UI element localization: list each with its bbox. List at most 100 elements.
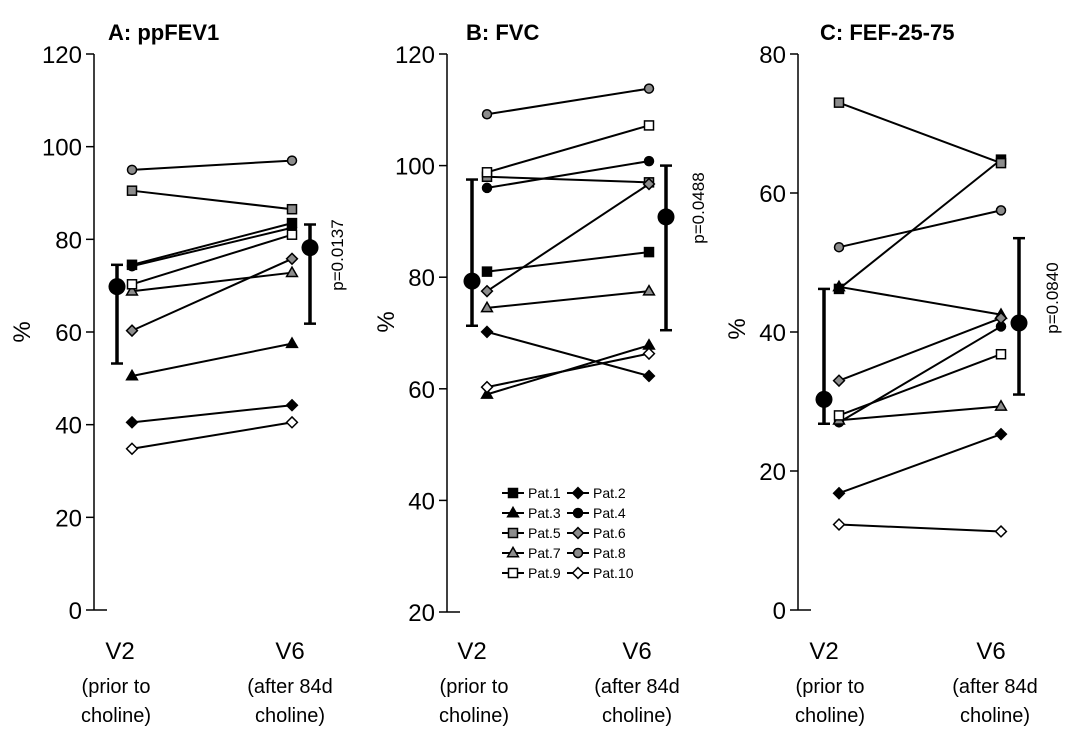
- legend-label: Pat.1: [528, 485, 561, 501]
- point-pat8-v6: [643, 83, 655, 94]
- legend-label: Pat.10: [593, 565, 634, 581]
- x-category-label: V6: [275, 638, 304, 665]
- y-tick-label: 80: [408, 265, 435, 292]
- series-line-pat7: [131, 271, 293, 293]
- series-line-pat6: [486, 183, 650, 292]
- point-pat3-v2: [832, 279, 846, 292]
- x-category-sublabel: (after 84d: [594, 676, 680, 698]
- series-line-pat10: [486, 352, 650, 389]
- point-pat2-v6: [994, 427, 1008, 441]
- series-line-pat10: [131, 421, 293, 450]
- series-line-pat2: [131, 404, 293, 424]
- p-value-label: p=0.0488: [689, 172, 708, 243]
- summary-markers: [108, 223, 319, 365]
- legend-label: Pat.7: [528, 545, 561, 561]
- legend-item-pat3: Pat.3: [502, 505, 561, 521]
- series-points: [125, 155, 299, 456]
- x-category-sublabel: (prior to: [82, 676, 151, 698]
- series-lines: [838, 101, 1002, 533]
- series-line-pat4: [131, 226, 293, 268]
- point-pat7-v2: [480, 300, 494, 313]
- y-tick-label: 100: [395, 154, 435, 181]
- panel-b: B: FVC% 20 40 60 80 100 120 V2 (prior to choline)…: [373, 20, 708, 727]
- point-pat5-v6: [286, 203, 298, 215]
- series-line-pat9: [838, 353, 1002, 417]
- x-category-sublabel: choline): [602, 705, 672, 727]
- series-line-pat3: [838, 285, 1002, 316]
- series-line-pat9: [486, 124, 650, 174]
- series-line-pat2: [486, 330, 650, 377]
- x-category-sublabel: choline): [795, 705, 865, 727]
- series-lines: [131, 159, 293, 450]
- x-category-sublabel: choline): [439, 705, 509, 727]
- point-pat2-v2: [125, 415, 139, 429]
- point-pat8-v2: [833, 241, 845, 253]
- legend-swatch-marker: [506, 545, 520, 558]
- legend-item-pat2: Pat.2: [567, 485, 626, 501]
- point-pat4-v2: [481, 182, 493, 194]
- panel-title: C: FEF-25-75: [820, 20, 954, 45]
- y-tick-label: 20: [55, 505, 82, 532]
- point-pat2-v6: [642, 369, 656, 383]
- legend-item-pat9: Pat.9: [502, 565, 561, 581]
- summary-mean-point: [301, 239, 319, 257]
- point-pat8-v6: [286, 155, 298, 166]
- x-category-sublabel: (after 84d: [247, 676, 333, 698]
- y-axis-label: %: [9, 321, 36, 342]
- y-tick-label: 60: [408, 377, 435, 404]
- series-line-pat4: [838, 325, 1002, 424]
- point-pat9-v2: [126, 279, 138, 290]
- point-pat10-v6: [642, 347, 656, 361]
- point-pat2-v2: [832, 486, 846, 500]
- legend-label: Pat.9: [528, 565, 561, 581]
- y-tick-label: 80: [55, 227, 82, 254]
- y-tick-label: 40: [408, 488, 435, 515]
- y-tick-label: 120: [42, 42, 82, 69]
- panel-c: C: FEF-25-75% 0 20 40 60 80 V2 (prior to choline…: [724, 20, 1062, 727]
- point-pat1-v2: [481, 266, 493, 277]
- point-pat10-v6: [994, 525, 1008, 538]
- y-tick-label: 20: [408, 600, 435, 627]
- legend-swatch-marker: [572, 547, 584, 559]
- legend-item-pat5: Pat.5: [502, 525, 561, 541]
- series-line-pat6: [838, 317, 1002, 382]
- point-pat7-v6: [994, 399, 1008, 411]
- x-category-sublabel: (prior to: [440, 676, 509, 698]
- p-value-label: p=0.0840: [1043, 262, 1062, 333]
- point-pat1-v6: [643, 246, 655, 258]
- series-line-pat8: [838, 209, 1002, 249]
- series-line-pat1: [131, 222, 293, 266]
- legend: Pat.1 Pat.2 Pat.3 Pat.4 Pat.5 Pat.6 Pat.7 Pat.8…: [502, 485, 634, 581]
- series-line-pat9: [131, 233, 293, 286]
- series-line-pat2: [838, 433, 1002, 495]
- point-pat3-v2: [125, 368, 139, 381]
- point-pat9-v6: [995, 348, 1007, 360]
- legend-item-pat1: Pat.1: [502, 485, 561, 501]
- point-pat4-v2: [126, 260, 138, 272]
- point-pat4-v6: [643, 155, 655, 167]
- point-pat5-v2: [126, 185, 138, 196]
- series-line-pat10: [838, 523, 1002, 533]
- p-value-label: p=0.0137: [328, 219, 347, 290]
- point-pat6-v2: [480, 284, 494, 298]
- series-points: [832, 97, 1008, 538]
- y-tick-label: 0: [69, 598, 82, 625]
- series-lines: [486, 87, 650, 396]
- legend-swatch-marker: [571, 526, 585, 540]
- point-pat10-v6: [285, 415, 299, 429]
- legend-label: Pat.5: [528, 525, 561, 541]
- summary-mean-point: [1010, 314, 1028, 332]
- legend-item-pat4: Pat.4: [567, 505, 626, 521]
- summary-mean-point: [657, 208, 675, 226]
- legend-swatch-marker: [571, 566, 585, 580]
- point-pat8-v6: [995, 205, 1007, 216]
- point-pat6-v2: [832, 374, 846, 388]
- series-line-pat8: [486, 87, 650, 116]
- point-pat9-v6: [286, 229, 298, 240]
- point-pat7-v6: [285, 265, 299, 278]
- y-tick-label: 120: [395, 42, 435, 69]
- summary-mean-point: [108, 278, 126, 296]
- series-line-pat7: [486, 290, 650, 309]
- panel-a: A: ppFEV1% 0 20 40 60 80 100 120 V2 (prior to chol…: [9, 20, 347, 727]
